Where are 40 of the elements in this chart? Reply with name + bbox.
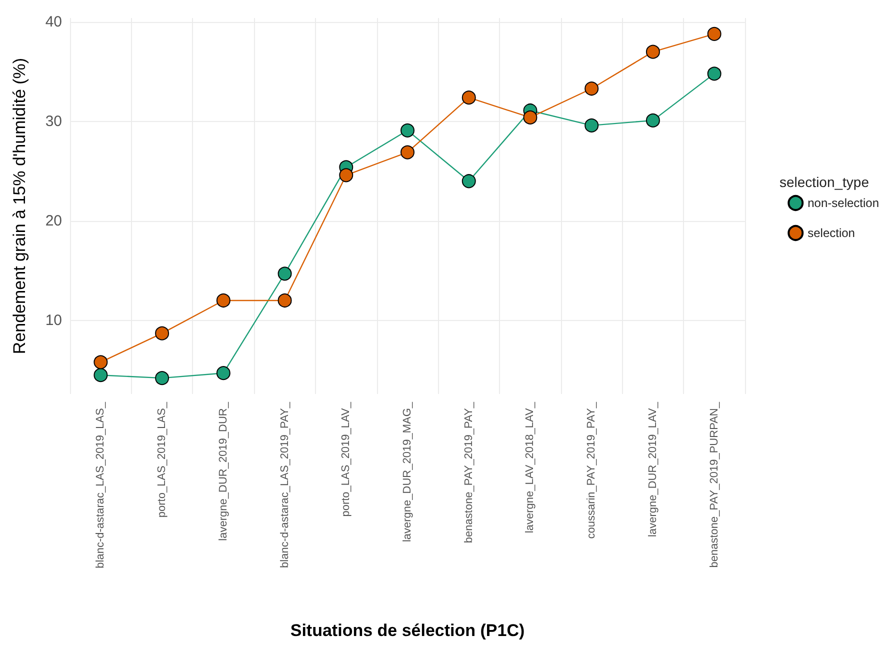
- y-tick-label: 40: [45, 13, 62, 30]
- point: [339, 168, 354, 182]
- x-tick-label: lavergne_DUR_2019_DUR_: [217, 401, 230, 541]
- x-tick-label: lavergne_LAV_2018_LAV_: [524, 401, 536, 534]
- point: [400, 123, 414, 138]
- point: [400, 145, 414, 160]
- y-tick-label: 30: [45, 112, 62, 130]
- point: [584, 118, 599, 132]
- x-tick-label: coussarin_PAY_2019_PAY_: [586, 401, 598, 539]
- x-tick-label: blanc-d-astarac_LAS_2019_LAS_: [94, 401, 107, 568]
- y-tick-label: 10: [45, 312, 62, 329]
- point: [523, 110, 538, 124]
- point: [216, 366, 230, 380]
- x-tick-label: lavergne_DUR_2019_LAV_: [646, 401, 659, 537]
- point: [94, 355, 108, 370]
- y-tick-label: 20: [45, 212, 62, 230]
- x-tick-label: benastone_PAY_2019_PAY_: [462, 401, 475, 544]
- point: [646, 113, 660, 128]
- legend-label: selection: [808, 226, 855, 240]
- x-tick-label: benastone_PAY_2019_PURPAN_: [708, 401, 720, 568]
- point: [707, 66, 722, 81]
- x-axis-title: Situations de sélection (P1C): [290, 621, 525, 640]
- point: [155, 326, 170, 340]
- point: [278, 294, 292, 308]
- point: [278, 266, 292, 281]
- point: [584, 82, 599, 96]
- x-tick-label: lavergne_DUR_2019_MAG_: [402, 401, 414, 542]
- x-tick-label: porto_LAS_2019_LAS_: [156, 401, 168, 518]
- y-axis-title: Rendement grain à 15% d'humidité (%): [10, 58, 29, 354]
- legend-label: non-selection: [808, 196, 880, 210]
- point: [94, 368, 108, 382]
- point: [646, 44, 660, 59]
- legend-title: selection_type: [779, 174, 870, 190]
- point: [462, 90, 476, 105]
- point: [462, 174, 476, 188]
- point: [155, 371, 170, 386]
- x-tick-label: blanc-d-astarac_LAS_2019_PAY_: [278, 401, 291, 568]
- point: [216, 294, 230, 308]
- x-tick-label: porto_LAS_2019_LAV_: [340, 401, 352, 517]
- point: [707, 26, 722, 41]
